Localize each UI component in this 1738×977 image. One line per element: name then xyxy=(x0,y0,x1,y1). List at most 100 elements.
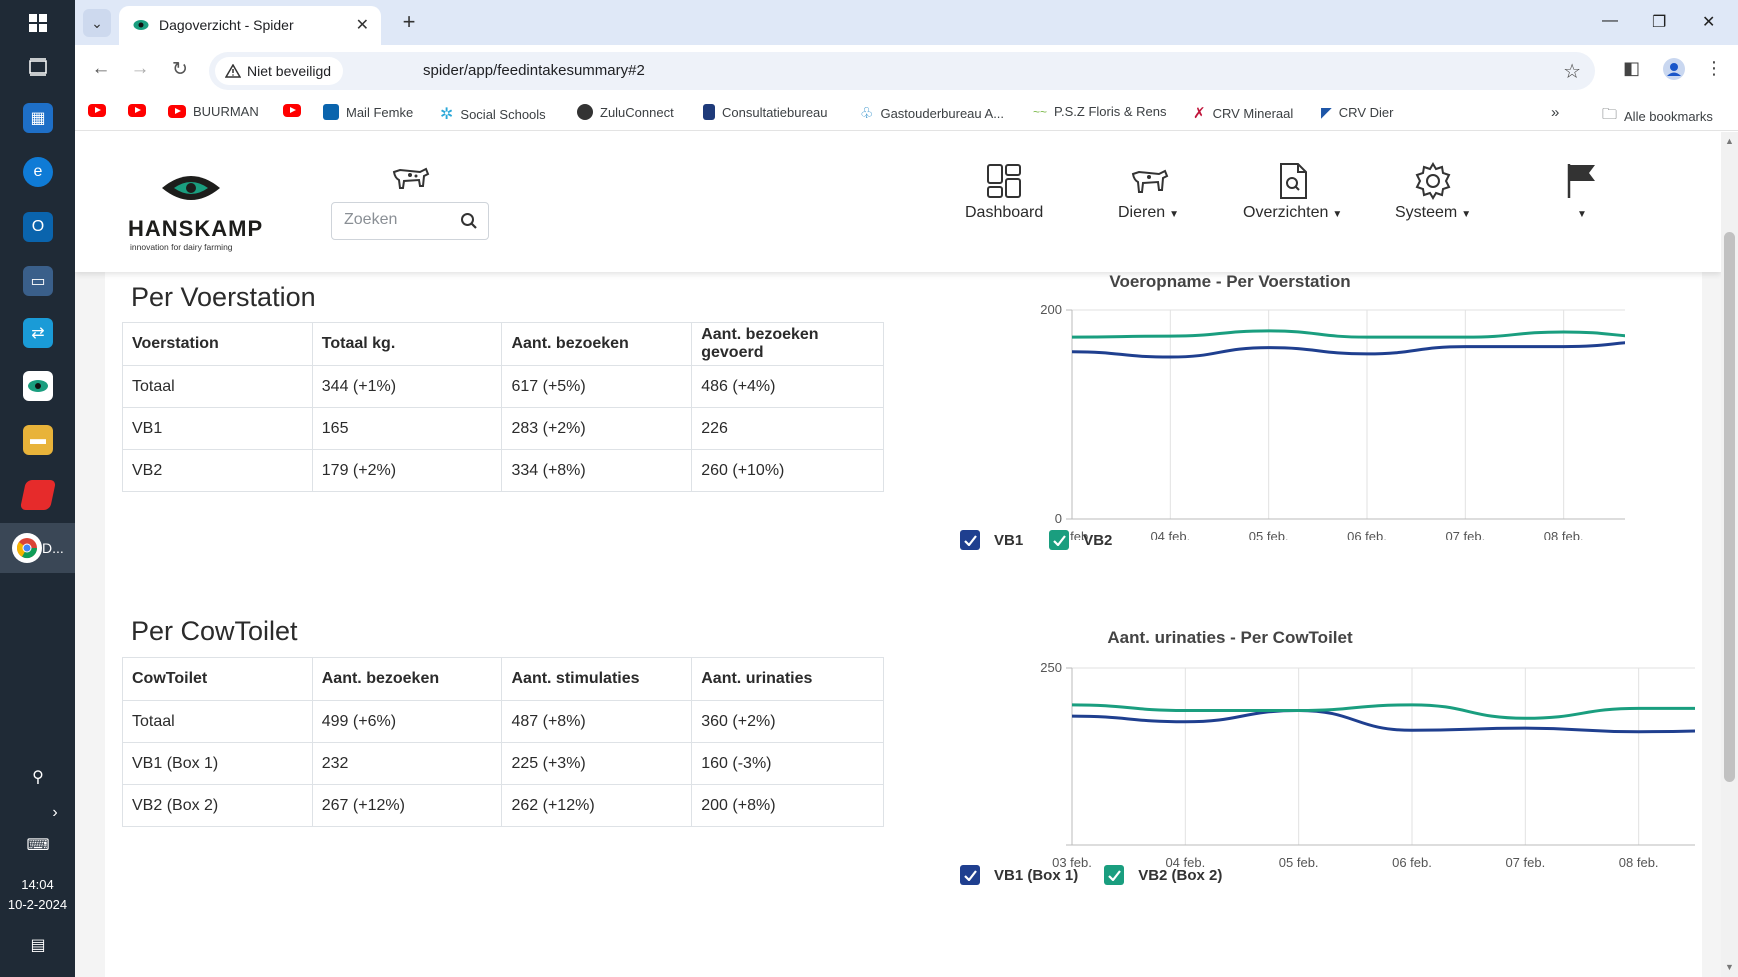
legend-checkbox-box1[interactable] xyxy=(960,865,980,885)
cow-icon xyxy=(1131,169,1168,193)
url-text[interactable]: spider/app/feedintakesummary#2 xyxy=(423,62,645,79)
chrome-icon[interactable] xyxy=(12,533,42,563)
table-cell: 179 (+2%) xyxy=(311,449,503,492)
page-scrollbar[interactable]: ▲ ▼ xyxy=(1721,132,1738,977)
scroll-down-icon[interactable]: ▼ xyxy=(1725,962,1734,972)
window-close-icon[interactable]: ✕ xyxy=(1702,14,1716,31)
chevron-right-icon[interactable]: › xyxy=(52,804,58,821)
nav-system[interactable]: Systeem ▼ xyxy=(1395,162,1471,222)
legend-label-vb1: VB1 xyxy=(994,531,1024,549)
spider-app-icon[interactable] xyxy=(23,371,53,401)
x-tick-label: 06 feb. xyxy=(1347,529,1387,540)
youtube-icon xyxy=(168,105,186,118)
people-icon[interactable]: ⚲ xyxy=(32,769,44,786)
bookmark-item[interactable] xyxy=(283,104,308,117)
legend-checkbox-box2[interactable] xyxy=(1104,865,1125,885)
column-header[interactable]: Voerstation xyxy=(122,322,313,366)
nav-animals-label: Dieren xyxy=(1118,204,1166,221)
nav-animals[interactable]: Dieren ▼ xyxy=(1118,162,1179,222)
task-view-icon[interactable] xyxy=(23,52,53,82)
column-header[interactable]: Aant. bezoeken gevoerd xyxy=(691,322,884,366)
kebab-menu-icon[interactable]: ⋮ xyxy=(1705,58,1723,78)
column-header[interactable]: Totaal kg. xyxy=(311,322,503,366)
column-header[interactable]: CowToilet xyxy=(122,657,313,701)
table-cell: 360 (+2%) xyxy=(691,700,884,743)
windows-start-icon[interactable] xyxy=(23,8,53,38)
red-app-icon[interactable] xyxy=(19,480,57,510)
calendar-app-icon[interactable]: ▦ xyxy=(23,103,53,133)
bookmark-star-icon[interactable]: ☆ xyxy=(1563,61,1581,83)
forward-arrow-icon[interactable]: → xyxy=(130,58,150,79)
table-cell: 226 xyxy=(691,407,884,450)
column-header[interactable]: Aant. urinaties xyxy=(691,657,884,701)
scroll-up-icon[interactable]: ▲ xyxy=(1725,136,1734,146)
bookmark-item[interactable]: ✗ CRV Mineraal xyxy=(1193,105,1294,122)
scrollbar-thumb[interactable] xyxy=(1724,232,1735,782)
browser-tab-active[interactable]: Dagoverzicht - Spider ✕ xyxy=(119,6,381,45)
search-box[interactable] xyxy=(331,202,489,240)
nav-system-label: Systeem xyxy=(1395,204,1458,221)
x-tick-label: 06 feb. xyxy=(1392,855,1432,870)
table-row: VB2 179 (+2%) 334 (+8%) 260 (+10%) xyxy=(122,449,884,492)
x-tick-label: 05 feb. xyxy=(1249,529,1289,540)
remote-desktop-icon[interactable]: ▭ xyxy=(23,266,53,296)
tab-title: Dagoverzicht - Spider xyxy=(159,17,294,33)
notifications-icon[interactable]: ▤ xyxy=(30,937,46,954)
bookmark-item[interactable]: ✲ Social Schools xyxy=(440,106,546,123)
bookmark-item[interactable] xyxy=(88,104,113,117)
table-cell: VB1 (Box 1) xyxy=(122,742,313,785)
tab-search-chevron-icon[interactable]: ⌄ xyxy=(83,9,111,37)
bookmark-item[interactable]: ZuluConnect xyxy=(577,104,674,120)
document-search-icon xyxy=(1279,163,1307,199)
side-panel-icon[interactable]: ◧ xyxy=(1623,58,1641,78)
new-tab-icon[interactable]: + xyxy=(402,9,416,34)
gear-icon xyxy=(1415,162,1451,200)
search-input[interactable] xyxy=(344,211,454,229)
edge-browser-icon[interactable]: e xyxy=(23,157,53,187)
column-header[interactable]: Aant. bezoeken xyxy=(501,322,693,366)
legend-checkbox-vb2[interactable] xyxy=(1049,530,1070,550)
all-bookmarks[interactable]: 🗀 Alle bookmarks xyxy=(1602,104,1713,129)
dashboard-icon xyxy=(987,164,1022,198)
y-tick-label: 250 xyxy=(1040,660,1062,675)
table-cell: 232 xyxy=(311,742,503,785)
profile-avatar-icon[interactable] xyxy=(1663,58,1685,85)
keyboard-icon[interactable]: ⌨ xyxy=(26,837,50,854)
bookmark-item[interactable]: ~~ P.S.Z Floris & Rens xyxy=(1033,104,1167,119)
table-cell: VB2 xyxy=(122,449,313,492)
bookmark-item[interactable]: ♧ Gastouderbureau A... xyxy=(860,105,1005,122)
crv-icon: ✗ xyxy=(1193,105,1206,122)
column-header[interactable]: Aant. bezoeken xyxy=(311,657,503,701)
series-line xyxy=(1071,703,1695,720)
nav-language[interactable]: ▼ xyxy=(1565,162,1599,222)
outlook-icon[interactable]: O xyxy=(23,212,53,242)
app-header: HANSKAMP innovation for dairy farming Da… xyxy=(75,132,1721,272)
bookmark-item[interactable]: BUURMAN xyxy=(168,104,259,119)
sync-app-icon[interactable]: ⇄ xyxy=(23,318,53,348)
series-line xyxy=(1071,329,1625,339)
chart-title-feed: Voeropname - Per Voerstation xyxy=(1109,272,1351,291)
bookmark-item[interactable]: Mail Femke xyxy=(323,104,413,120)
table-cell: 334 (+8%) xyxy=(501,449,693,492)
restore-icon[interactable]: ❐ xyxy=(1652,14,1667,31)
tab-close-icon[interactable]: ✕ xyxy=(355,17,369,34)
bookmark-item[interactable] xyxy=(128,104,153,117)
search-icon[interactable] xyxy=(460,212,478,230)
nav-overviews[interactable]: Overzichten ▼ xyxy=(1243,162,1342,222)
table-header-row: CowToilet Aant. bezoeken Aant. stimulati… xyxy=(122,657,884,701)
hanskamp-eye-icon xyxy=(162,176,220,200)
security-chip[interactable]: Niet beveiligd xyxy=(215,57,344,85)
bookmark-item[interactable]: ◤ CRV Dier xyxy=(1321,104,1394,120)
bookmarks-overflow-icon[interactable]: » xyxy=(1551,104,1560,121)
bookmark-item[interactable]: Consultatiebureau xyxy=(703,104,828,120)
legend-checkbox-vb1[interactable] xyxy=(960,530,980,550)
column-header[interactable]: Aant. stimulaties xyxy=(501,657,693,701)
cow-icon[interactable] xyxy=(390,166,430,194)
reload-icon[interactable]: ↻ xyxy=(172,59,188,80)
windows-taskbar: ▦ e O ▭ ⇄ ▬ D... ⚲ › ⌨ 14:04 10-2-2024 ▤ xyxy=(0,0,75,977)
nav-dashboard[interactable]: Dashboard xyxy=(965,162,1043,222)
address-bar[interactable]: Niet beveiligd spider/app/feedintakesumm… xyxy=(209,52,1595,90)
minimize-icon[interactable]: — xyxy=(1602,12,1618,29)
file-explorer-icon[interactable]: ▬ xyxy=(23,425,53,455)
back-arrow-icon[interactable]: ← xyxy=(91,58,111,79)
